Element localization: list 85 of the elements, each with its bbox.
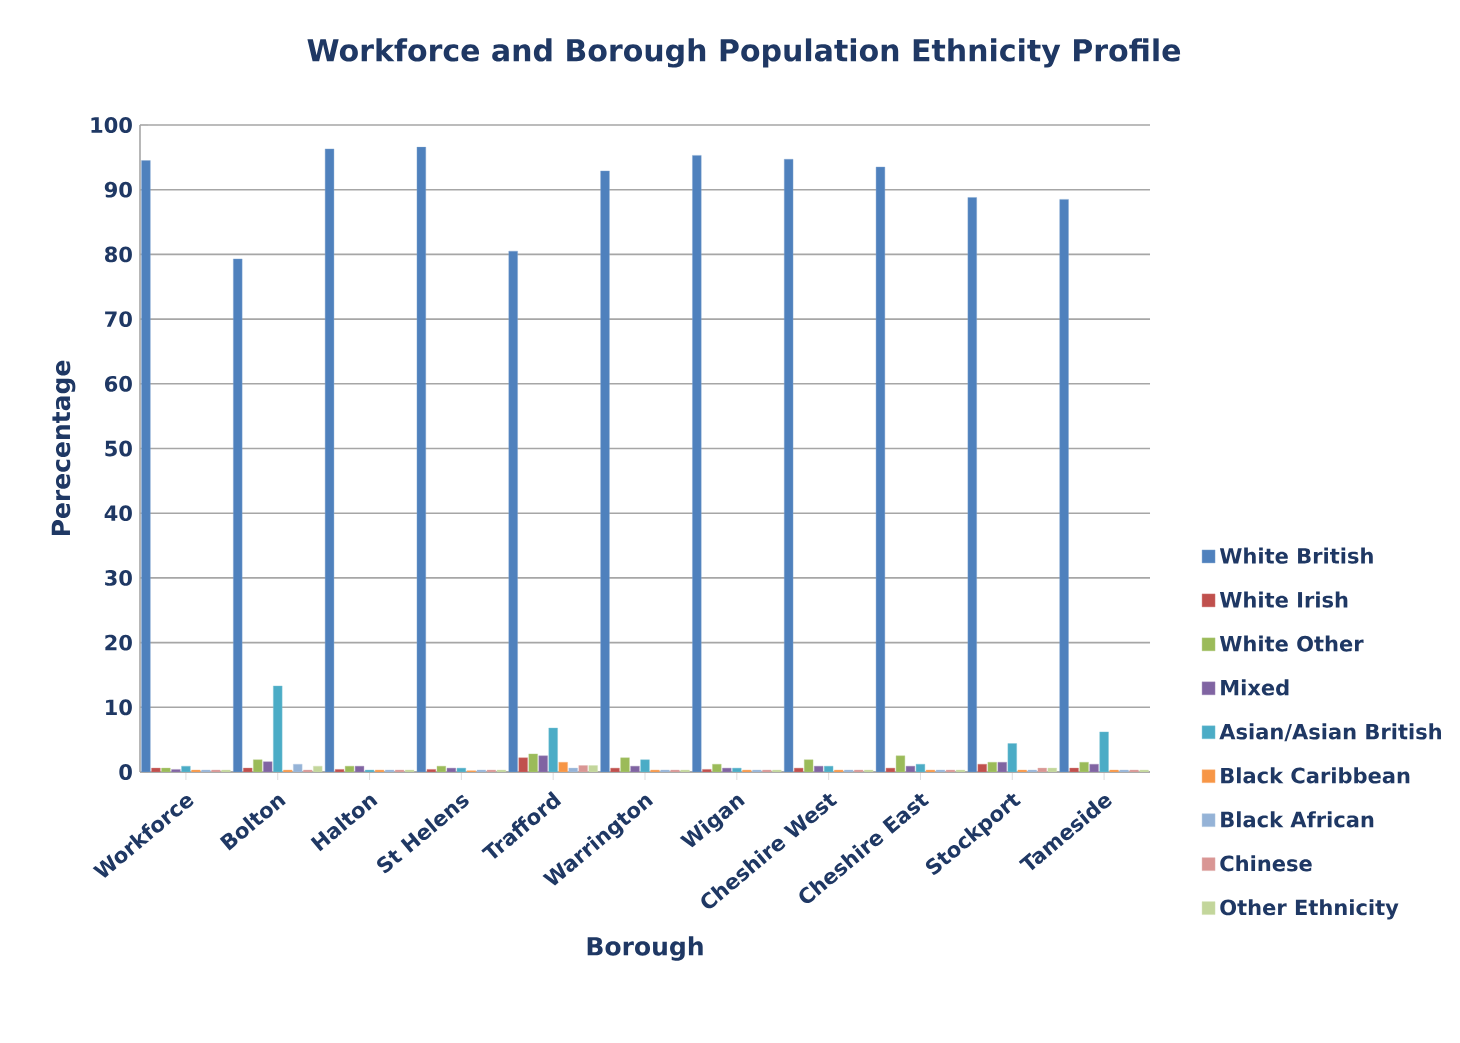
legend-label: Black Caribbean — [1221, 767, 1410, 784]
bar — [987, 762, 997, 772]
bar — [588, 765, 598, 772]
bar — [273, 685, 283, 772]
bar — [977, 764, 987, 772]
bar — [313, 765, 323, 772]
y-tick-label: 0 — [119, 764, 132, 780]
bar — [1007, 743, 1017, 772]
bar — [1099, 731, 1109, 772]
bar — [558, 762, 568, 772]
y-tick-label: 100 — [91, 117, 132, 133]
legend-label: Black African — [1221, 811, 1374, 828]
bar — [620, 757, 630, 772]
y-tick-label: 10 — [106, 699, 132, 716]
bar — [967, 197, 977, 772]
bar — [1059, 199, 1069, 772]
bar — [885, 767, 896, 772]
bar — [915, 764, 926, 772]
bar — [610, 767, 620, 772]
bar — [354, 765, 365, 772]
legend-label: Asian/Asian British — [1219, 723, 1441, 742]
bar — [141, 160, 151, 772]
bar — [253, 759, 263, 772]
y-tick-label: 30 — [105, 569, 132, 586]
bar — [702, 769, 712, 772]
bar — [895, 755, 906, 772]
bar — [732, 767, 742, 772]
bar — [171, 769, 181, 772]
chart-title: Workforce and Borough Population Ethnicity Profile — [307, 38, 1181, 68]
bar — [151, 767, 161, 772]
bar — [416, 146, 426, 772]
bar — [334, 769, 345, 772]
bar — [1047, 767, 1057, 772]
bar — [794, 767, 804, 772]
bar — [233, 258, 243, 772]
bar — [508, 250, 518, 772]
bar — [712, 764, 722, 772]
bar — [1079, 762, 1089, 772]
y-tick-label: 60 — [105, 375, 132, 392]
bar — [436, 765, 446, 772]
bar — [804, 759, 814, 772]
bar — [324, 148, 335, 772]
bar — [538, 755, 548, 772]
bar — [875, 166, 886, 772]
bar — [344, 765, 355, 772]
bar — [181, 765, 191, 772]
bar — [600, 170, 610, 772]
bar — [1037, 767, 1047, 772]
bar — [161, 767, 171, 772]
bar — [997, 762, 1007, 772]
bar — [722, 767, 732, 772]
bar — [568, 767, 578, 772]
legend-label: White Irish — [1219, 591, 1348, 608]
y-axis-title: Perecentage — [51, 360, 76, 536]
bar — [824, 765, 834, 772]
bar — [1069, 767, 1079, 772]
bar — [456, 767, 466, 772]
y-tick-label: 50 — [105, 440, 132, 457]
bar — [1089, 764, 1099, 772]
y-tick-label: 70 — [105, 311, 132, 328]
legend-label: White British — [1219, 547, 1373, 564]
bar — [630, 765, 640, 772]
bar — [692, 155, 702, 772]
y-tick-label: 80 — [105, 246, 132, 263]
bar — [905, 765, 916, 772]
bar — [784, 159, 794, 772]
bar — [528, 753, 538, 772]
legend-label: Chinese — [1220, 855, 1312, 872]
x-axis-title: Borough — [587, 936, 703, 961]
y-tick-label: 90 — [104, 181, 132, 198]
bar — [578, 765, 588, 772]
bar — [518, 757, 528, 772]
bar — [548, 727, 558, 772]
bar — [263, 761, 273, 772]
bar — [293, 764, 303, 772]
y-tick-label: 40 — [104, 505, 132, 522]
bar — [814, 765, 824, 772]
legend-label: White Other — [1219, 635, 1364, 652]
bar — [426, 769, 436, 772]
bar — [446, 767, 456, 772]
y-tick-label: 20 — [105, 634, 132, 651]
legend-label: Mixed — [1221, 679, 1289, 696]
bar — [243, 767, 253, 772]
legend-label: Other Ethnicity — [1220, 899, 1399, 920]
bar — [640, 759, 650, 772]
